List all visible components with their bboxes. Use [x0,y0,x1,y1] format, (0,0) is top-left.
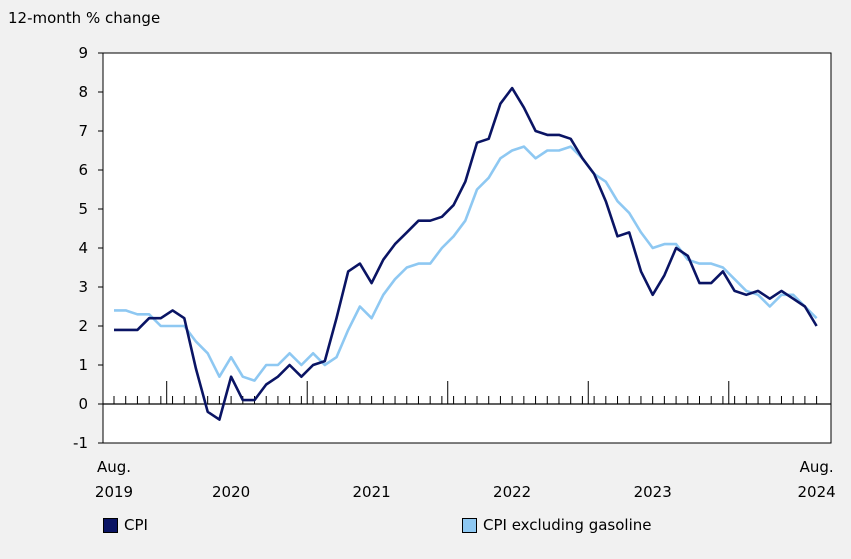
y-axis-title: 12-month % change [8,9,160,27]
legend-item-cpi: CPI [103,514,148,536]
legend-label-cpi: CPI [124,516,148,534]
x-tick-label: 2021 [353,483,391,501]
legend-label-cpi-excluding-gasoline: CPI excluding gasoline [483,516,652,534]
y-tick-label: 8 [78,83,88,101]
legend-swatch-cpi-excluding-gasoline [462,517,477,533]
legend-item-cpi-excluding-gasoline: CPI excluding gasoline [462,514,651,536]
y-tick-label: 1 [78,356,88,374]
x-tick-label: 2023 [634,483,672,501]
x-tick-label: 2020 [212,483,250,501]
y-tick-label: 2 [78,317,88,335]
plot-frame [102,52,832,444]
y-tick-label: 5 [78,200,88,218]
series-line-cpi [114,86,818,421]
x-tick-label: 2024 [798,483,836,501]
y-tick-label: 9 [78,44,88,62]
series-line-cpi-excluding-gasoline [114,145,818,382]
y-tick-label: 0 [78,395,88,413]
y-tick-label: 7 [78,122,88,140]
x-tick-label: Aug. [800,458,834,476]
x-tick-label: Aug. [97,458,131,476]
x-tick-label: 2019 [95,483,133,501]
plot-area: -1 0 1 2 3 4 5 6 7 8 9 Aug. 2019 2020 2021 2022 2023 Aug.… [73,44,836,501]
x-tick-label: 2022 [493,483,531,501]
y-tick-label: 4 [78,239,88,257]
y-tick-label: -1 [73,434,88,452]
y-tick-label: 3 [78,278,88,296]
y-tick-label: 6 [78,161,88,179]
legend-swatch-cpi [103,517,118,533]
